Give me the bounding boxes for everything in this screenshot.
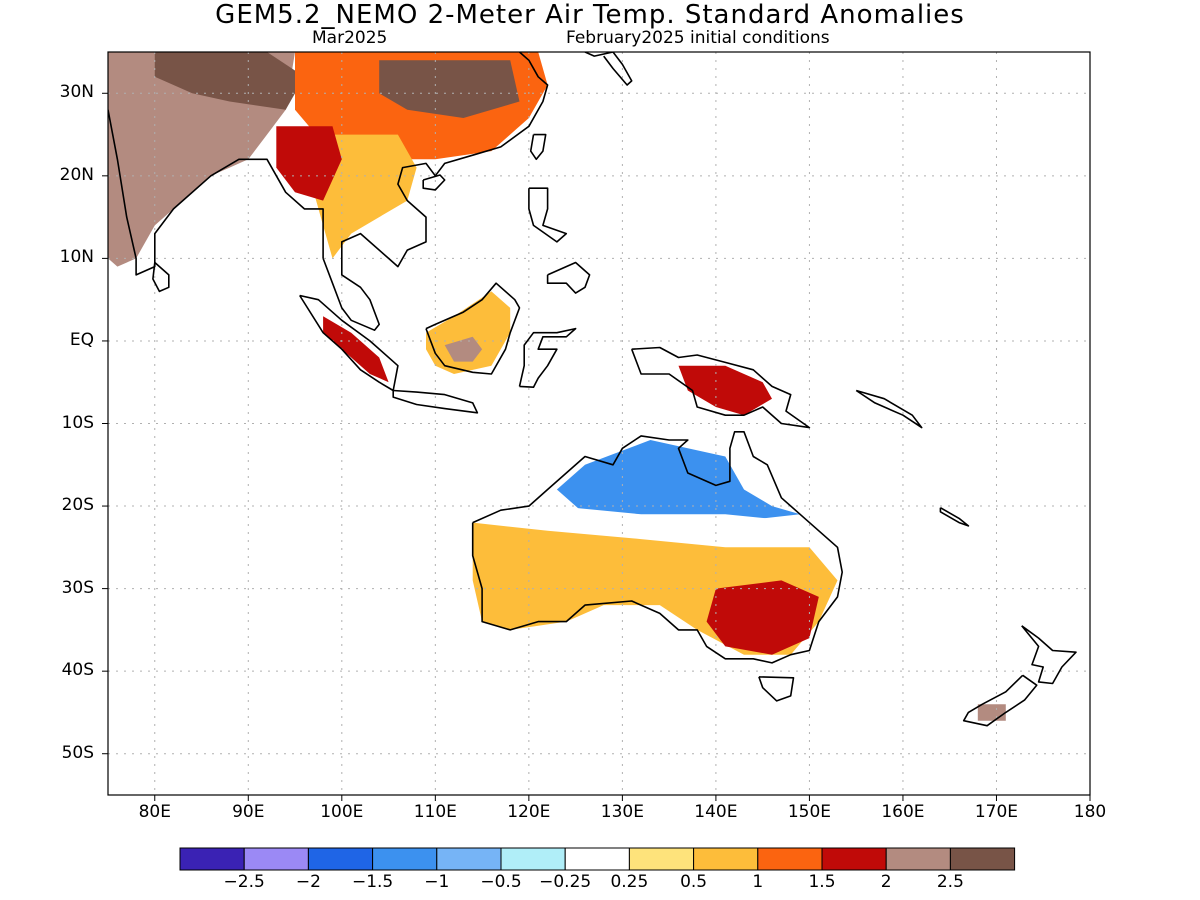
page-title: GEM5.2_NEMO 2-Meter Air Temp. Standard A…	[215, 0, 965, 30]
lat-label: 30S	[61, 577, 94, 598]
colorbar-swatch	[885, 847, 951, 871]
colorbar-swatch	[564, 847, 630, 871]
anomaly-region-east-china-core	[379, 60, 520, 118]
coastline-new-zealand-north	[1021, 625, 1077, 685]
colorbar-label: 2.5	[936, 872, 964, 892]
axis-ticks	[102, 92, 1091, 801]
lat-label: 30N	[59, 82, 94, 103]
colorbar-label: 0.5	[680, 872, 708, 892]
colorbar-label: −2	[295, 872, 321, 892]
coastline-taiwan	[529, 133, 547, 161]
colorbar-label: −2.5	[223, 872, 265, 892]
anomaly-region-southeast-australia	[706, 580, 819, 655]
lon-label: 160E	[881, 802, 925, 822]
anomaly-region-borneo-core	[444, 336, 483, 362]
coastline-java	[392, 389, 479, 414]
anomaly-region-new-guinea	[678, 365, 772, 416]
anomaly-region-new-zealand	[977, 704, 1006, 721]
coastline-sulawesi	[518, 327, 577, 389]
coastline-new-guinea	[630, 346, 811, 429]
lat-label: 10S	[61, 412, 94, 433]
forecast-month: Mar2025	[312, 28, 388, 48]
lon-label: 140E	[694, 802, 738, 822]
colorbar-swatch	[243, 847, 309, 871]
colorbar-swatch	[949, 847, 1016, 871]
lon-label: 90E	[232, 802, 265, 822]
anomaly-region-australia-north	[556, 440, 801, 523]
coastline-new-zealand-south	[962, 674, 1038, 727]
colorbar-label: 1.5	[808, 872, 836, 892]
coastline-sri-lanka	[152, 261, 170, 293]
coastline-philippines-luzon	[528, 187, 568, 243]
colorbar-label: 0.25	[610, 872, 649, 892]
coastline-indian-subcontinent	[108, 109, 324, 276]
colorbar-swatch	[500, 847, 566, 871]
colorbar-label: −1.5	[351, 872, 394, 892]
anomaly-region-sumatra	[323, 316, 389, 383]
colorbar-swatch	[372, 847, 438, 871]
coastline-tasmania	[758, 676, 795, 702]
colorbar-swatch	[436, 847, 502, 871]
colorbar-swatch	[693, 847, 759, 871]
coastline-solomon-islands	[855, 389, 923, 429]
lon-label: 180	[1073, 802, 1107, 822]
colorbar-label: −0.25	[539, 872, 592, 892]
coastline-philippines-mindanao	[546, 261, 591, 294]
coastline-new-caledonia	[939, 507, 970, 527]
coastline-korea-japan	[584, 52, 633, 86]
coastline-borneo	[425, 282, 521, 375]
lat-label: 40S	[61, 660, 94, 681]
colorbar-label: 2	[880, 872, 892, 892]
lon-label: 170E	[974, 802, 1019, 822]
lon-label: 100E	[320, 802, 364, 822]
colorbar-swatch	[307, 847, 374, 871]
coastline-malay-peninsula	[322, 52, 549, 332]
lon-label: 110E	[413, 802, 457, 822]
lon-label: 130E	[600, 802, 644, 822]
lat-label: 10N	[59, 247, 94, 268]
lon-label: 120E	[507, 802, 551, 822]
colorbar-swatch	[757, 847, 823, 871]
coastline-australia	[471, 430, 844, 664]
colorbar-swatch	[821, 847, 887, 871]
colorbar-label: −0.5	[480, 872, 522, 892]
initial-conditions: February2025 initial conditions	[566, 28, 830, 48]
map-background	[108, 52, 1090, 795]
anomaly-region-borneo	[426, 291, 511, 374]
lon-label: 150E	[787, 802, 832, 822]
coastline-hainan	[422, 174, 446, 191]
colorbar-swatch	[628, 847, 695, 871]
coastlines	[108, 52, 1077, 727]
anomaly-region-himalaya	[154, 52, 305, 110]
anomaly-region-myanmar	[276, 126, 342, 201]
colorbar-swatch	[179, 847, 245, 871]
colorbar-label: −1	[424, 872, 450, 892]
lat-label: 20N	[59, 164, 94, 185]
map-area	[108, 52, 1090, 795]
lat-label: EQ	[69, 329, 94, 350]
lon-label: 80E	[138, 802, 171, 822]
lat-label: 20S	[61, 495, 94, 516]
colorbar	[179, 847, 1016, 871]
colorbar-label: 1	[752, 872, 764, 892]
lat-label: 50S	[61, 742, 94, 763]
